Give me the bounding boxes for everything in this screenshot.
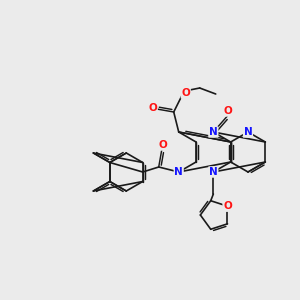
Text: N: N — [174, 167, 183, 177]
Text: O: O — [158, 140, 167, 150]
Text: O: O — [223, 201, 232, 211]
Text: N: N — [209, 127, 218, 137]
Text: O: O — [181, 88, 190, 98]
Text: O: O — [224, 106, 233, 116]
Text: O: O — [148, 103, 157, 113]
Text: N: N — [209, 167, 218, 177]
Text: N: N — [244, 127, 252, 137]
